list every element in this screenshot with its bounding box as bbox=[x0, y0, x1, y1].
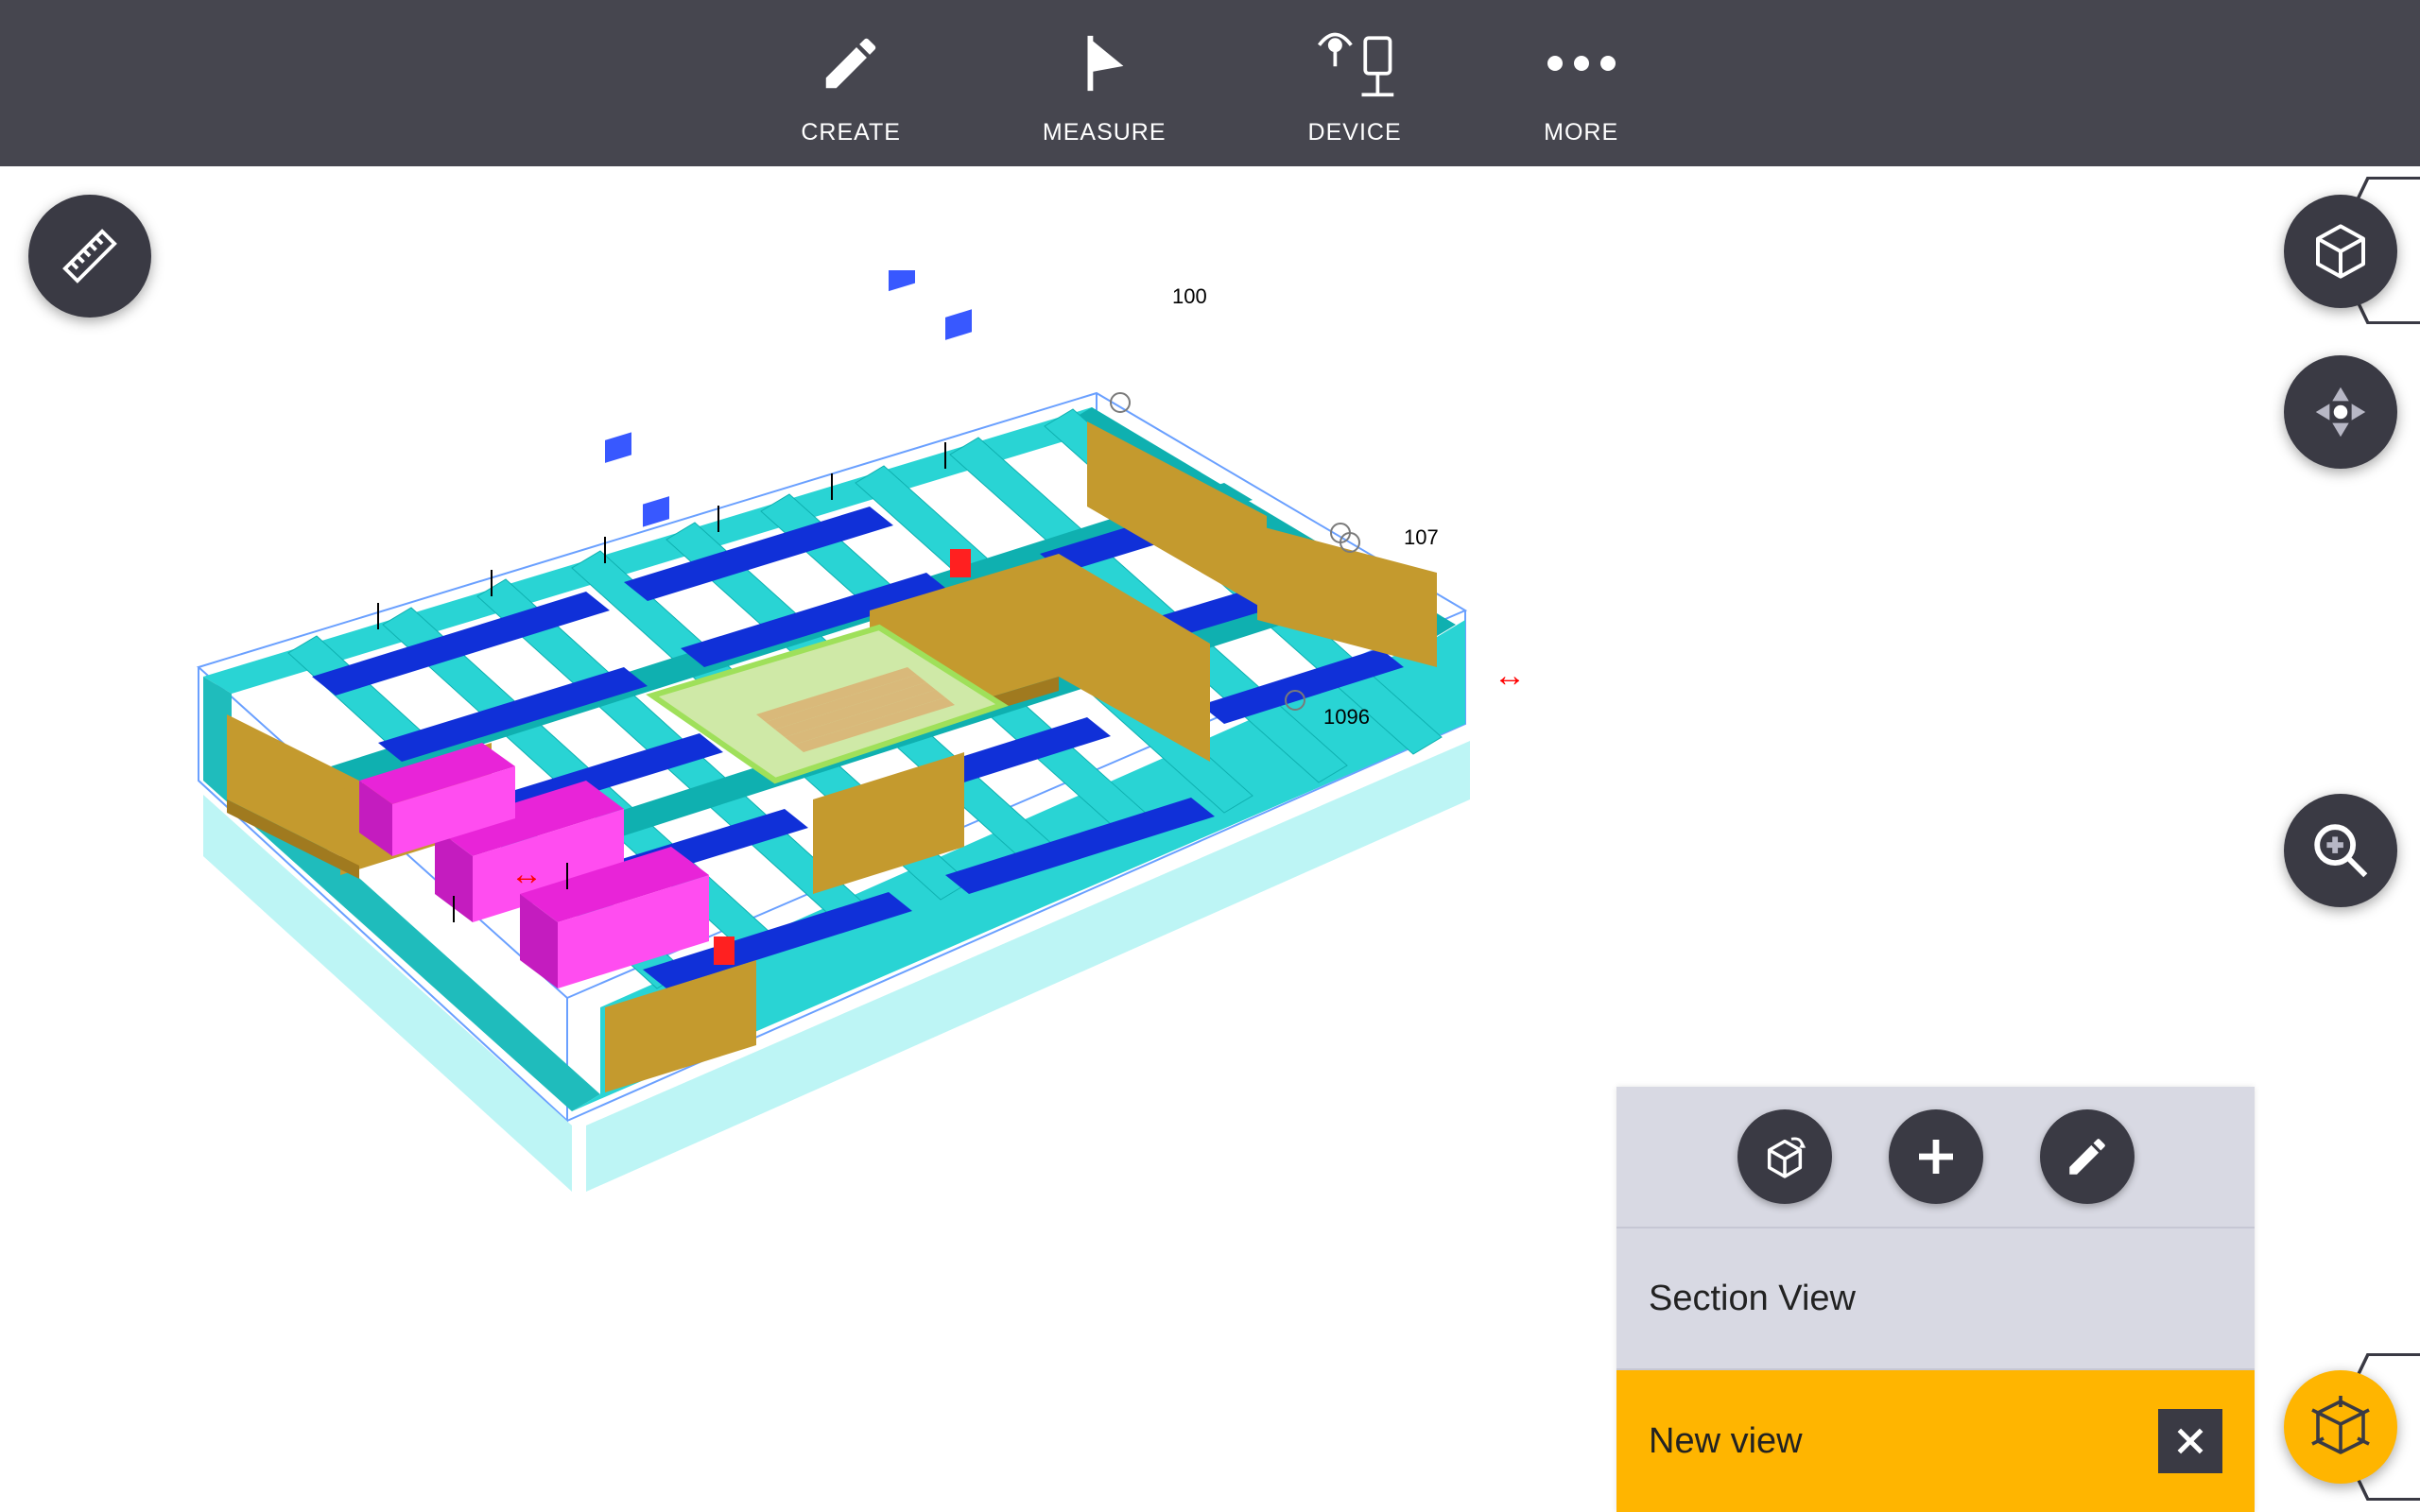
grid-label: 107 bbox=[1404, 525, 1439, 550]
toolbar-device-label: DEVICE bbox=[1308, 119, 1402, 146]
toolbar-measure[interactable]: MEASURE bbox=[1043, 21, 1167, 146]
model-viewport[interactable]: 100 107 1096 ↔ ↔ bbox=[0, 166, 2420, 1512]
toolbar-more-label: MORE bbox=[1544, 119, 1618, 146]
grid-label: 1096 bbox=[1323, 705, 1370, 730]
top-toolbar: CREATE MEASURE DEVICE MORE bbox=[0, 0, 2420, 166]
toolbar-more[interactable]: MORE bbox=[1544, 21, 1619, 146]
more-dots-icon bbox=[1544, 21, 1619, 106]
survey-device-icon bbox=[1312, 21, 1397, 106]
section-arrow-icon: ↔ bbox=[1494, 658, 1526, 695]
pencil-icon bbox=[818, 21, 884, 106]
toolbar-measure-label: MEASURE bbox=[1043, 119, 1167, 146]
toolbar-create-label: CREATE bbox=[801, 119, 901, 146]
grid-label: 100 bbox=[1172, 284, 1207, 309]
section-arrow-icon: ↔ bbox=[510, 856, 543, 893]
toolbar-create[interactable]: CREATE bbox=[801, 21, 901, 146]
toolbar-device[interactable]: DEVICE bbox=[1308, 21, 1402, 146]
flag-icon bbox=[1071, 21, 1137, 106]
bim-model-icon bbox=[95, 270, 1758, 1291]
